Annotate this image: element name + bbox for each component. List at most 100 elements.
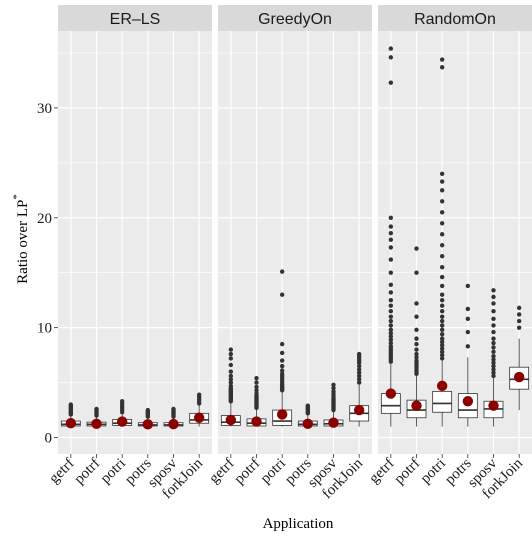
outlier-point bbox=[414, 327, 419, 333]
outlier-point bbox=[388, 270, 394, 275]
outlier-point bbox=[465, 344, 471, 349]
mean-point bbox=[193, 412, 205, 423]
outlier-point bbox=[414, 270, 419, 275]
outlier-point bbox=[439, 308, 445, 314]
x-tick-label: getrf bbox=[366, 456, 397, 487]
outlier-point bbox=[439, 265, 445, 270]
outlier-point bbox=[439, 243, 445, 248]
outlier-point bbox=[356, 363, 362, 369]
panels-layer: ER–LSgetrfpotrfpotripotrssposvforkJoinGr… bbox=[37, 5, 532, 502]
outlier-point bbox=[439, 323, 445, 328]
panel-strip-label: ER–LS bbox=[110, 11, 161, 28]
outlier-point bbox=[491, 345, 496, 350]
outlier-point bbox=[491, 336, 496, 341]
box-potrf bbox=[86, 406, 107, 429]
outlier-point bbox=[356, 351, 362, 357]
box-potri bbox=[432, 57, 453, 427]
outlier-point bbox=[414, 358, 419, 363]
outlier-point bbox=[439, 356, 445, 361]
outlier-point bbox=[491, 294, 496, 300]
mean-point bbox=[65, 418, 77, 429]
outlier-point bbox=[228, 380, 234, 385]
outlier-point bbox=[388, 290, 394, 295]
outlier-point bbox=[279, 358, 285, 363]
outlier-point bbox=[439, 65, 445, 70]
outlier-point bbox=[94, 406, 99, 412]
panel-strip-label: GreedyOn bbox=[258, 11, 332, 28]
outlier-point bbox=[491, 323, 496, 328]
box-forkJoin bbox=[509, 305, 530, 411]
outlier-point bbox=[279, 363, 285, 369]
x-tick-label: getrf bbox=[206, 456, 237, 487]
outlier-point bbox=[388, 224, 394, 229]
outlier-point bbox=[388, 340, 394, 346]
outlier-point bbox=[439, 349, 445, 355]
outlier-point bbox=[439, 314, 445, 319]
outlier-point bbox=[388, 46, 394, 51]
outlier-point bbox=[388, 303, 394, 308]
outlier-point bbox=[439, 332, 445, 337]
outlier-point bbox=[491, 308, 496, 314]
outlier-point bbox=[388, 297, 394, 303]
outlier-point bbox=[414, 355, 419, 360]
outlier-point bbox=[491, 288, 496, 293]
outlier-point bbox=[465, 316, 471, 322]
outlier-point bbox=[388, 323, 394, 328]
outlier-point bbox=[439, 303, 445, 308]
outlier-point bbox=[439, 57, 445, 62]
x-tick-label: potri bbox=[98, 456, 129, 487]
outlier-point bbox=[228, 356, 234, 361]
outlier-point bbox=[414, 314, 419, 319]
outlier-point bbox=[254, 384, 259, 390]
outlier-point bbox=[196, 392, 202, 397]
outlier-point bbox=[465, 306, 471, 312]
outlier-point bbox=[228, 369, 234, 374]
box-forkJoin bbox=[349, 351, 370, 427]
outlier-point bbox=[388, 318, 394, 324]
box-sposv bbox=[163, 406, 184, 430]
box-getrf bbox=[60, 402, 81, 429]
outlier-point bbox=[388, 282, 394, 287]
outlier-point bbox=[388, 230, 394, 236]
outlier-point bbox=[356, 367, 362, 372]
outlier-point bbox=[439, 188, 445, 193]
outlier-point bbox=[439, 171, 445, 177]
outlier-point bbox=[439, 221, 445, 226]
outlier-point bbox=[279, 368, 285, 373]
outlier-point bbox=[254, 391, 259, 396]
box-sposv bbox=[483, 288, 504, 427]
outlier-point bbox=[439, 274, 445, 280]
mean-point bbox=[116, 416, 128, 427]
outlier-point bbox=[414, 341, 419, 347]
panel-strip bbox=[218, 5, 372, 31]
mean-point bbox=[142, 419, 154, 430]
outlier-point bbox=[439, 339, 445, 345]
box-getrf bbox=[380, 46, 401, 427]
outlier-point bbox=[331, 382, 336, 387]
outlier-point bbox=[491, 349, 496, 355]
mean-point bbox=[385, 388, 397, 399]
outlier-point bbox=[388, 330, 394, 336]
outlier-point bbox=[228, 377, 234, 382]
box-potrs bbox=[137, 407, 158, 430]
outlier-point bbox=[491, 360, 496, 366]
x-tick-label: potrf bbox=[231, 456, 263, 488]
outlier-point bbox=[439, 179, 445, 184]
outlier-point bbox=[331, 385, 336, 391]
outlier-point bbox=[414, 336, 419, 341]
outlier-point bbox=[439, 199, 445, 204]
box-getrf bbox=[220, 347, 241, 427]
x-tick-label: potrf bbox=[71, 456, 103, 488]
outlier-point bbox=[491, 370, 496, 375]
outlier-point bbox=[491, 363, 496, 369]
panel-background bbox=[378, 31, 532, 454]
outlier-point bbox=[414, 301, 419, 306]
mean-point bbox=[276, 409, 288, 420]
box-sposv bbox=[323, 382, 344, 428]
outlier-point bbox=[439, 297, 445, 303]
outlier-point bbox=[414, 347, 419, 352]
y-axis-title-text: Ratio over LP bbox=[15, 200, 31, 284]
outlier-point bbox=[516, 325, 522, 330]
box-potrf bbox=[246, 375, 267, 427]
outlier-point bbox=[491, 316, 496, 322]
